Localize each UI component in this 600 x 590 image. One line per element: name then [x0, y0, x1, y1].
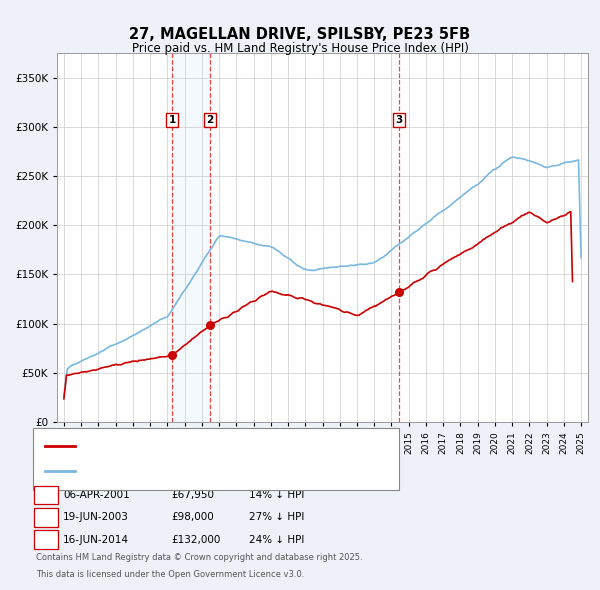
Text: HPI: Average price, detached house, East Lindsey: HPI: Average price, detached house, East…: [81, 466, 328, 476]
Text: Price paid vs. HM Land Registry's House Price Index (HPI): Price paid vs. HM Land Registry's House …: [131, 42, 469, 55]
Text: 06-APR-2001: 06-APR-2001: [63, 490, 130, 500]
Text: 24% ↓ HPI: 24% ↓ HPI: [249, 535, 304, 545]
Text: 27% ↓ HPI: 27% ↓ HPI: [249, 513, 304, 522]
Text: 2: 2: [42, 513, 50, 522]
Text: £132,000: £132,000: [171, 535, 220, 545]
Text: Contains HM Land Registry data © Crown copyright and database right 2025.: Contains HM Land Registry data © Crown c…: [36, 553, 362, 562]
Text: 27, MAGELLAN DRIVE, SPILSBY, PE23 5FB (detached house): 27, MAGELLAN DRIVE, SPILSBY, PE23 5FB (d…: [81, 441, 379, 451]
Text: 3: 3: [42, 535, 50, 545]
Text: 14% ↓ HPI: 14% ↓ HPI: [249, 490, 304, 500]
Text: 1: 1: [169, 115, 176, 125]
Text: 1: 1: [42, 490, 50, 500]
Text: 16-JUN-2014: 16-JUN-2014: [63, 535, 129, 545]
Text: £98,000: £98,000: [171, 513, 214, 522]
Text: This data is licensed under the Open Government Licence v3.0.: This data is licensed under the Open Gov…: [36, 571, 304, 579]
Text: 3: 3: [396, 115, 403, 125]
Text: £67,950: £67,950: [171, 490, 214, 500]
Text: 19-JUN-2003: 19-JUN-2003: [63, 513, 129, 522]
Text: 27, MAGELLAN DRIVE, SPILSBY, PE23 5FB: 27, MAGELLAN DRIVE, SPILSBY, PE23 5FB: [130, 27, 470, 41]
Text: 2: 2: [206, 115, 214, 125]
Bar: [172, 53, 210, 422]
